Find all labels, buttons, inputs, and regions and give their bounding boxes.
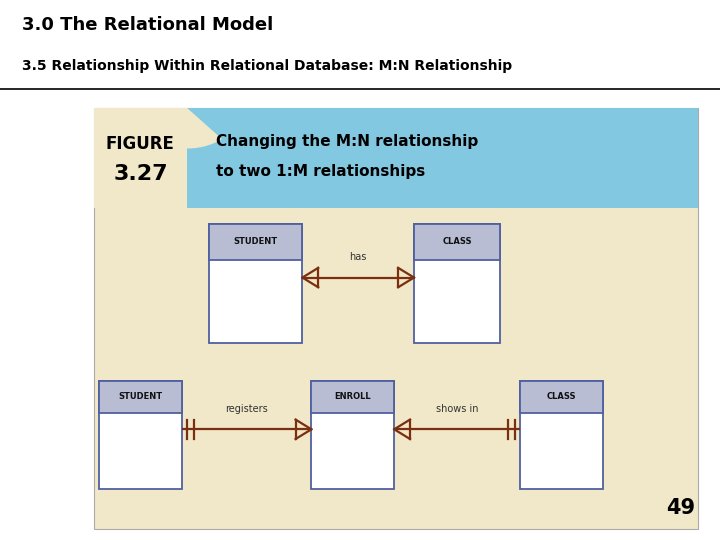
Text: 3.27: 3.27 xyxy=(113,164,168,184)
Text: FIGURE: FIGURE xyxy=(106,136,175,153)
Text: CLASS: CLASS xyxy=(443,238,472,246)
Bar xyxy=(94,108,698,529)
Text: STUDENT: STUDENT xyxy=(233,238,278,246)
Text: ENROLL: ENROLL xyxy=(335,393,371,401)
Bar xyxy=(521,381,603,413)
Text: 3.5 Relationship Within Relational Database: M:N Relationship: 3.5 Relationship Within Relational Datab… xyxy=(22,59,512,73)
Bar xyxy=(99,381,181,489)
Bar xyxy=(187,108,698,208)
Bar xyxy=(521,381,603,489)
Text: 3.0 The Relational Model: 3.0 The Relational Model xyxy=(22,16,273,34)
Text: registers: registers xyxy=(225,404,268,414)
Text: Changing the M:N relationship: Changing the M:N relationship xyxy=(216,134,478,149)
Bar xyxy=(311,381,395,413)
Bar xyxy=(414,224,500,260)
Text: to two 1:M relationships: to two 1:M relationships xyxy=(216,164,426,179)
Bar xyxy=(311,381,395,489)
Text: CLASS: CLASS xyxy=(547,393,576,401)
Bar xyxy=(94,108,187,208)
Text: STUDENT: STUDENT xyxy=(118,393,163,401)
Text: 49: 49 xyxy=(666,498,695,518)
Bar xyxy=(209,224,302,260)
Bar xyxy=(414,224,500,343)
Text: shows in: shows in xyxy=(436,404,479,414)
Text: has: has xyxy=(349,252,367,262)
Wedge shape xyxy=(146,108,222,148)
Bar xyxy=(209,224,302,343)
Bar xyxy=(99,381,181,413)
